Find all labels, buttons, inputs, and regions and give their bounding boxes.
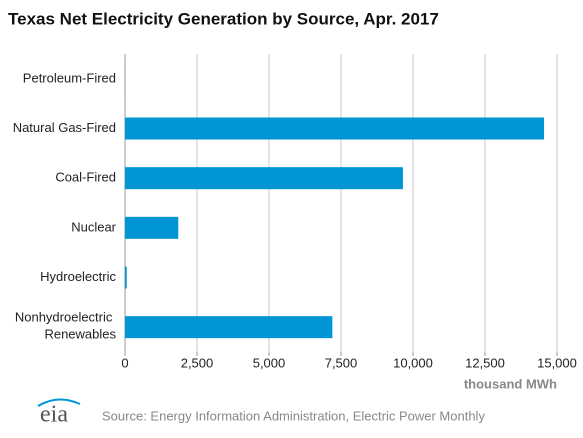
x-tick-label: 5,000	[253, 355, 286, 370]
x-tick-label: 7,500	[325, 355, 358, 370]
bar	[125, 266, 127, 289]
x-tick-label: 2,500	[181, 355, 214, 370]
x-axis-label: thousand MWh	[464, 376, 557, 391]
x-tick-label: 10,000	[393, 355, 433, 370]
y-tick-label: Nonhydroelectric Renewables	[15, 310, 117, 342]
y-tick-label: Natural Gas-Fired	[13, 120, 116, 135]
y-tick-label: Hydroelectric	[40, 269, 116, 284]
source-note: Source: Energy Information Administratio…	[102, 408, 485, 423]
chart-title: Texas Net Electricity Generation by Sour…	[8, 9, 439, 28]
logo: eia	[40, 402, 68, 428]
x-tick-label: 0	[121, 355, 128, 370]
bar	[125, 216, 179, 239]
y-tick-label: Petroleum-Fired	[23, 70, 116, 85]
bar	[125, 316, 333, 339]
bar	[125, 167, 403, 190]
x-tick-label: 15,000	[537, 355, 577, 370]
bar	[125, 117, 545, 140]
logo-swoosh	[37, 398, 81, 407]
x-tick-label: 12,500	[465, 355, 505, 370]
y-tick-label: Nuclear	[71, 219, 116, 234]
y-tick-label: Coal-Fired	[55, 170, 116, 185]
